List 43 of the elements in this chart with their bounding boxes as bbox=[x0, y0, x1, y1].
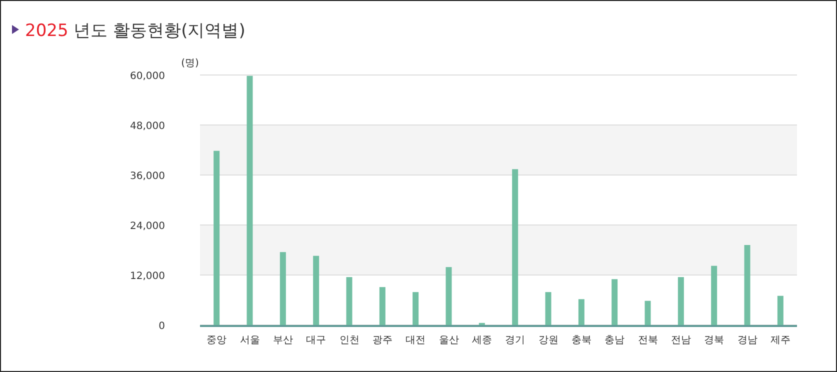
x-tick-label: 서울 bbox=[240, 335, 260, 346]
bar bbox=[711, 266, 718, 325]
bar bbox=[512, 169, 518, 325]
x-tick-label: 강원 bbox=[538, 335, 558, 346]
x-tick-label: 전남 bbox=[670, 335, 691, 346]
y-tick-label: 60,000 bbox=[130, 71, 165, 82]
bar bbox=[280, 252, 286, 325]
bar bbox=[545, 292, 552, 325]
bar bbox=[346, 277, 352, 325]
bar bbox=[777, 296, 784, 325]
x-tick-label: 제주 bbox=[770, 335, 790, 346]
x-tick-label: 세종 bbox=[472, 335, 492, 346]
bar bbox=[644, 300, 651, 325]
bar bbox=[578, 299, 584, 325]
bar bbox=[612, 279, 618, 325]
bar bbox=[379, 287, 386, 325]
y-axis-title: (명) bbox=[181, 58, 199, 69]
x-tick-label: 부산 bbox=[272, 335, 293, 346]
bar bbox=[678, 277, 684, 325]
chart-title: 2025 년도 활동현황(지역별) bbox=[25, 21, 246, 41]
bar bbox=[744, 245, 750, 325]
x-tick-label: 경북 bbox=[704, 335, 724, 346]
bar bbox=[412, 292, 419, 325]
x-tick-label: 인천 bbox=[339, 335, 360, 346]
y-tick-label: 24,000 bbox=[130, 221, 165, 232]
bar bbox=[313, 256, 320, 325]
x-tick-label: 울산 bbox=[438, 335, 459, 346]
bar bbox=[246, 76, 253, 325]
x-tick-label: 충남 bbox=[604, 335, 625, 346]
y-tick-label: 36,000 bbox=[130, 171, 165, 182]
x-tick-label: 경남 bbox=[737, 335, 758, 346]
y-tick-label: 12,000 bbox=[130, 271, 165, 282]
bar bbox=[214, 150, 220, 325]
x-tick-label: 대구 bbox=[306, 335, 326, 346]
x-tick-label: 전북 bbox=[638, 335, 658, 346]
x-tick-label: 광주 bbox=[372, 335, 392, 346]
y-tick-label: 0 bbox=[158, 321, 165, 332]
y-tick-label: 48,000 bbox=[130, 121, 165, 132]
x-tick-label: 경기 bbox=[505, 335, 526, 346]
x-tick-label: 충북 bbox=[571, 335, 592, 346]
x-tick-label: 중앙 bbox=[206, 335, 227, 346]
x-tick-label: 대전 bbox=[406, 335, 426, 346]
bar bbox=[446, 267, 452, 325]
